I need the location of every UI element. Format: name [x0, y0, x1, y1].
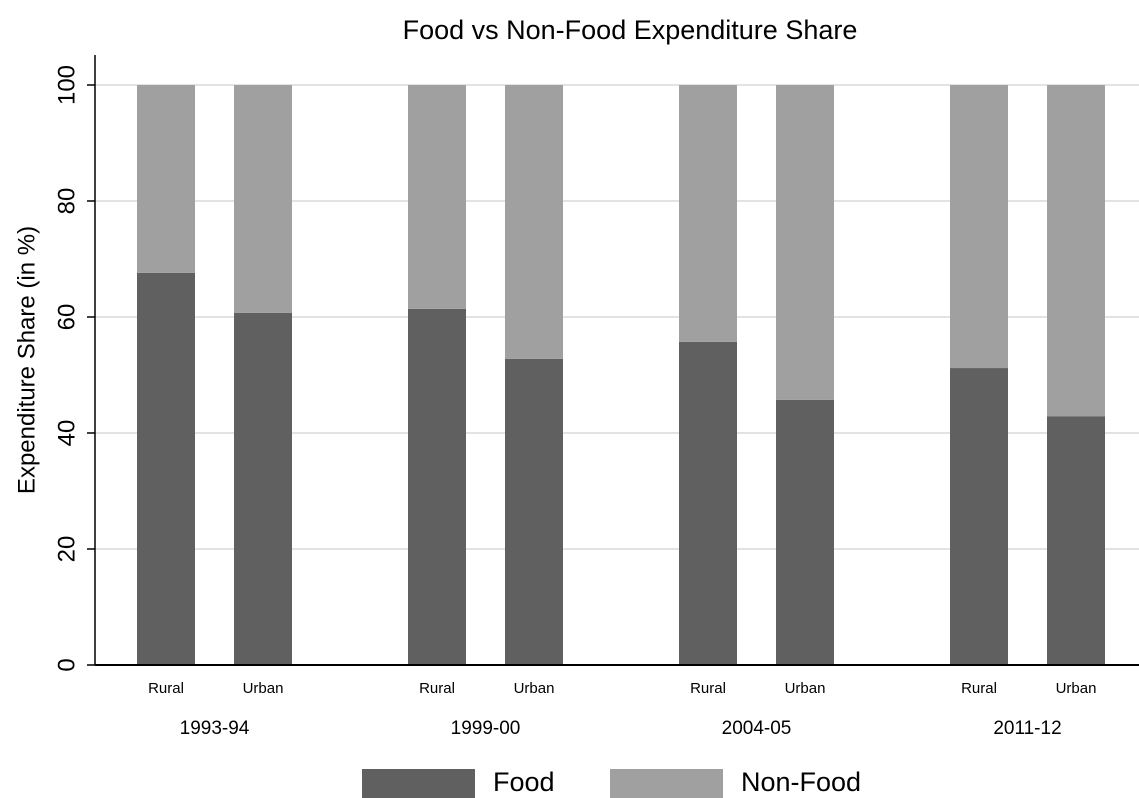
bar-segment [505, 358, 563, 665]
legend-label: Non-Food [741, 767, 861, 797]
legend-swatch [610, 769, 723, 798]
bar-segment [408, 308, 466, 665]
bar-segment [679, 341, 737, 665]
y-tick-label: 60 [53, 304, 80, 331]
bar-segment [137, 272, 195, 665]
x-tick-label: Urban [514, 680, 555, 697]
y-axis-title: Expenditure Share (in %) [13, 226, 40, 494]
x-tick-label: Rural [148, 680, 184, 697]
y-tick-label: 80 [53, 188, 80, 215]
group-label: 1999-00 [451, 718, 521, 739]
x-tick-label: Rural [961, 680, 997, 697]
bar-segment [950, 85, 1008, 369]
x-tick-label: Rural [690, 680, 726, 697]
x-tick-label: Rural [419, 680, 455, 697]
bar-segment [1047, 85, 1105, 417]
bar-segment [776, 85, 834, 400]
y-tick-label: 40 [53, 420, 80, 447]
group-label: 1993-94 [180, 718, 250, 739]
group-label: 2004-05 [722, 718, 792, 739]
bar-segment [776, 399, 834, 665]
group-label: 2011-12 [993, 718, 1061, 739]
bar-segment [234, 312, 292, 665]
bar-segment [1047, 416, 1105, 665]
x-tick-label: Urban [1056, 680, 1097, 697]
y-tick-label: 0 [53, 658, 80, 671]
y-tick-label: 20 [53, 536, 80, 563]
bar-segment [408, 85, 466, 309]
bar-segment [505, 85, 563, 359]
chart-title: Food vs Non-Food Expenditure Share [403, 15, 858, 45]
y-tick-label: 100 [53, 65, 80, 105]
bar-segment [679, 85, 737, 342]
bar-segment [137, 85, 195, 273]
legend-swatch [362, 769, 475, 798]
bar-segment [950, 368, 1008, 665]
legend-label: Food [493, 767, 555, 797]
x-tick-label: Urban [785, 680, 826, 697]
bar-segment [234, 85, 292, 313]
x-tick-label: Urban [243, 680, 284, 697]
